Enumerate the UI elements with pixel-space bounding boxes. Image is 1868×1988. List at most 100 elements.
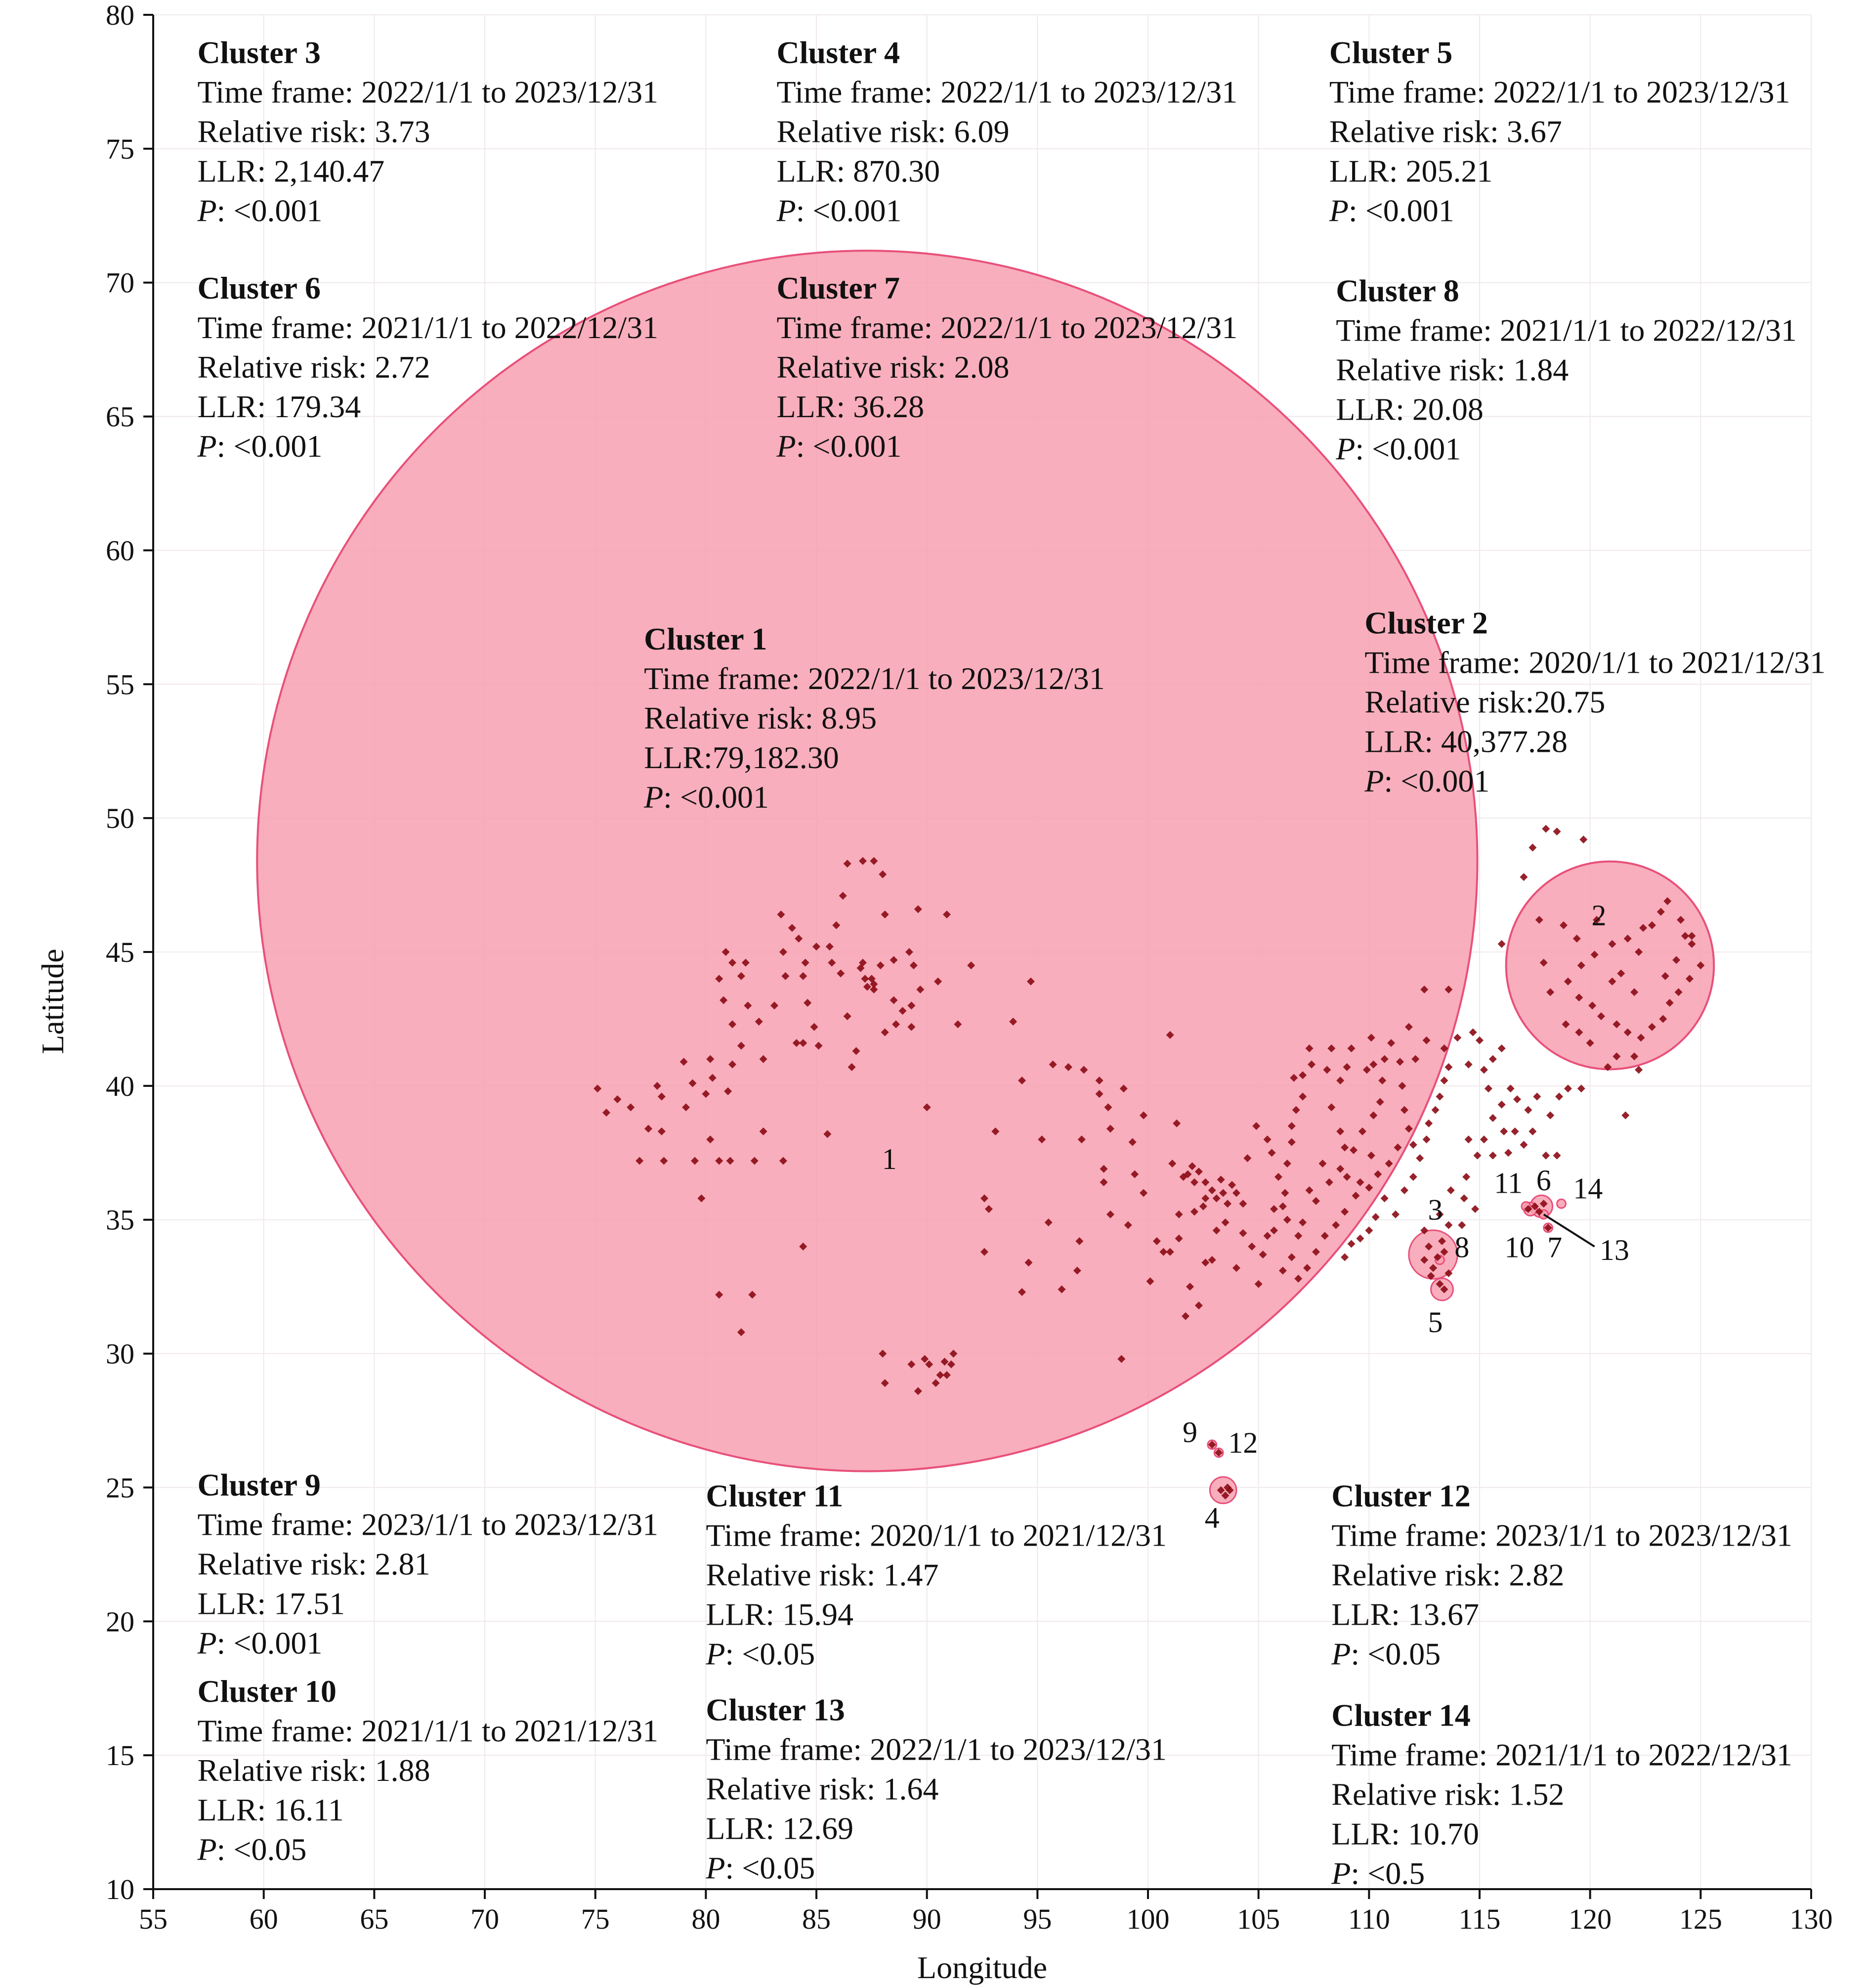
data-point — [905, 948, 913, 956]
data-point — [1685, 975, 1694, 983]
y-tick-label: 20 — [106, 1605, 134, 1638]
data-point — [1199, 1202, 1207, 1210]
data-point — [984, 1205, 993, 1213]
x-tick-label: 55 — [139, 1903, 168, 1935]
data-point — [1535, 915, 1543, 924]
data-point — [1312, 1248, 1320, 1256]
data-point — [728, 1020, 737, 1029]
data-point — [1159, 1248, 1168, 1256]
data-point — [870, 985, 878, 994]
p-value: : <0.001 — [796, 429, 902, 464]
data-point — [843, 1012, 851, 1021]
data-point — [1208, 1440, 1216, 1449]
data-point — [1369, 1060, 1378, 1069]
y-axis-title: Latitude — [35, 949, 70, 1054]
y-tick-label: 60 — [106, 534, 134, 566]
data-point — [1173, 1119, 1181, 1127]
annotation-p: P: <0.001 — [197, 429, 322, 464]
cluster-number-label-9: 9 — [1183, 1416, 1197, 1448]
data-point — [1038, 1135, 1046, 1144]
data-point — [1212, 1194, 1221, 1203]
data-point — [1299, 1092, 1307, 1101]
data-point — [879, 870, 887, 878]
data-point — [1219, 1189, 1228, 1197]
data-point — [1488, 1055, 1497, 1063]
annotation-line: Time frame: 2022/1/1 to 2023/12/31 — [776, 310, 1237, 345]
data-point — [1440, 1248, 1448, 1256]
data-point — [1100, 1165, 1108, 1173]
p-symbol: P — [197, 1626, 216, 1661]
data-point — [706, 1055, 715, 1063]
data-point — [1458, 1221, 1466, 1229]
p-value: : <0.05 — [217, 1832, 307, 1867]
data-point — [947, 1360, 955, 1369]
data-point — [602, 1109, 611, 1117]
data-point — [1473, 1151, 1482, 1160]
data-point — [1184, 1170, 1192, 1178]
data-point — [1396, 1058, 1404, 1066]
p-value: : <0.001 — [1355, 432, 1461, 467]
p-value: : <0.05 — [725, 1636, 815, 1671]
cluster-number-label-7: 7 — [1547, 1231, 1562, 1264]
data-point — [1416, 1154, 1424, 1163]
data-point — [1608, 940, 1616, 948]
annotation-p: P: <0.001 — [776, 429, 901, 464]
data-point — [870, 857, 878, 865]
data-point — [890, 956, 898, 964]
annotation-line: LLR: 2,140.47 — [197, 154, 384, 189]
data-point — [1553, 1151, 1561, 1160]
data-point — [1190, 1178, 1198, 1186]
annotation-line: Relative risk: 1.88 — [197, 1753, 430, 1788]
data-point — [914, 1387, 922, 1395]
data-point — [1303, 1264, 1312, 1272]
x-tick-label: 95 — [1023, 1903, 1052, 1935]
data-point — [777, 910, 785, 919]
data-point — [1665, 998, 1674, 1007]
annotation-line: Time frame: 2022/1/1 to 2023/12/31 — [644, 661, 1105, 696]
data-point — [1542, 824, 1550, 833]
data-point — [688, 1079, 697, 1087]
data-point — [1577, 1084, 1585, 1093]
data-point — [744, 1001, 752, 1010]
data-point — [843, 860, 851, 868]
y-tick-label: 80 — [106, 0, 134, 31]
data-point — [832, 921, 841, 929]
data-point — [967, 961, 976, 970]
data-point — [1073, 1266, 1081, 1275]
data-point — [1648, 921, 1656, 929]
data-point — [812, 943, 820, 951]
data-point — [881, 910, 889, 919]
data-point — [1639, 924, 1648, 932]
data-point — [1528, 1127, 1537, 1135]
data-point — [1453, 1034, 1462, 1042]
data-point — [697, 1194, 706, 1203]
data-point — [1347, 1044, 1356, 1053]
data-point — [1635, 1066, 1643, 1074]
cluster-number-label-3: 3 — [1428, 1194, 1443, 1226]
annotation-title: Cluster 6 — [197, 270, 320, 305]
data-point — [1378, 1077, 1387, 1085]
data-point — [839, 892, 847, 900]
data-point — [1254, 1280, 1263, 1288]
p-symbol: P — [705, 1851, 725, 1886]
data-point — [1367, 1034, 1375, 1042]
data-point — [823, 1130, 832, 1138]
data-point — [1018, 1077, 1026, 1085]
x-tick-label: 120 — [1569, 1903, 1612, 1935]
data-point — [1248, 1242, 1256, 1251]
data-point — [1544, 1223, 1552, 1232]
data-point — [923, 1103, 931, 1112]
data-point — [1281, 1189, 1289, 1197]
data-point — [1332, 1221, 1340, 1229]
annotation-line: Time frame: 2022/1/1 to 2023/12/31 — [706, 1732, 1167, 1767]
annotation-line: Relative risk:20.75 — [1364, 684, 1605, 719]
data-point — [1555, 1092, 1564, 1101]
data-point — [1186, 1283, 1194, 1291]
data-point — [1630, 1052, 1639, 1061]
annotation-p: P: <0.001 — [197, 1626, 322, 1661]
data-point — [1166, 1248, 1174, 1256]
data-point — [1579, 835, 1588, 844]
annotation-p: P: <0.001 — [776, 193, 901, 228]
data-point — [1104, 1103, 1112, 1112]
